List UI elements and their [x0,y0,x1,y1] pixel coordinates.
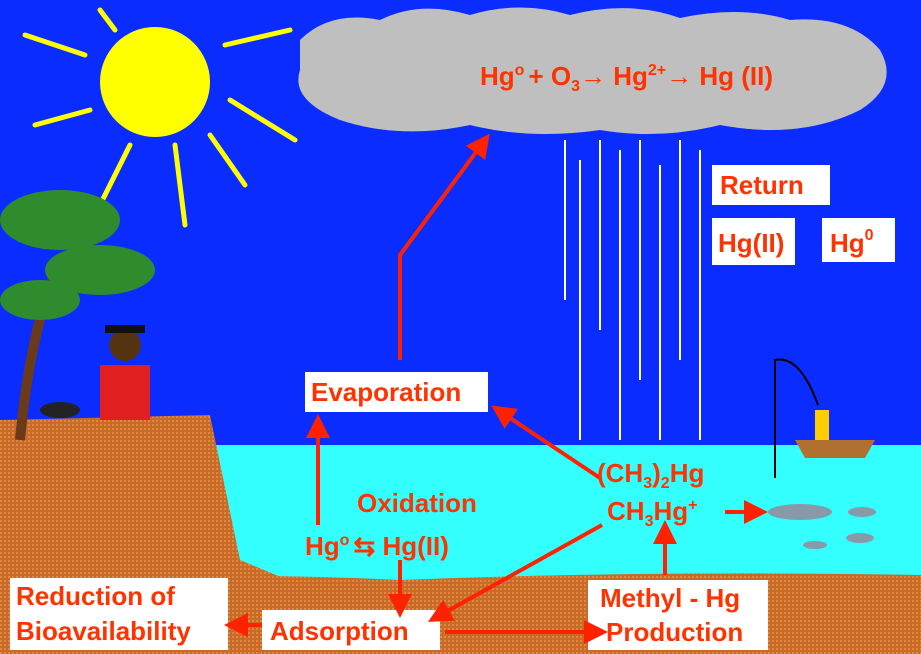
oxidation: Oxidation [357,488,477,518]
sup: 0 [865,227,874,244]
arrows [224,133,768,644]
text: Hg [480,61,515,91]
sup: 2+ [648,62,666,79]
dimethylmercury: (CH3)2Hg [597,458,704,492]
methyl-production-line: Methyl - Hg [600,583,740,613]
cloud [298,7,887,134]
hg2-box [712,218,795,265]
fish [768,504,876,549]
evaporation-box [305,372,488,412]
return-hg2: Hg(II) [718,228,784,258]
hg0-box [822,218,895,262]
methyl-production-line: Production [606,617,743,647]
text: Hg [305,531,340,561]
text: Hg [670,458,705,488]
sub: 3 [643,475,652,492]
sun [22,7,298,228]
sup: o [340,532,350,549]
sub: 3 [571,78,580,95]
sub: 2 [661,475,670,492]
text: ) [652,458,661,488]
methylmercury: CH3Hg+ [607,496,697,530]
redox: Hgo ⇆ Hg(II) [305,531,449,561]
sub: 3 [645,513,654,530]
cloud-equation: Hgo + O3→ Hg2+→ Hg (II) [480,61,773,95]
text: + O [528,61,571,91]
rain [564,140,701,440]
text: CH [607,496,645,526]
text: Hg [830,228,865,258]
miner [40,325,150,420]
text: (CH [597,458,643,488]
text: → Hg (II) [666,61,773,91]
evaporation: Evaporation [311,377,461,407]
sup: + [688,497,697,514]
return-hg0: Hg0 [830,227,874,258]
reduction-line: Bioavailability [16,616,191,646]
text: Hg [653,496,688,526]
reduction-line: Reduction of [16,581,175,611]
sup: o [515,62,525,79]
adsorption: Adsorption [270,616,409,646]
boat [774,358,875,478]
methyl-production-box [588,580,768,650]
tree [0,190,155,441]
text: → Hg [580,61,648,91]
return-label: Return [720,170,804,200]
return-box [712,165,830,205]
reduction-box [10,578,228,650]
text: ⇆ Hg(II) [353,531,448,561]
